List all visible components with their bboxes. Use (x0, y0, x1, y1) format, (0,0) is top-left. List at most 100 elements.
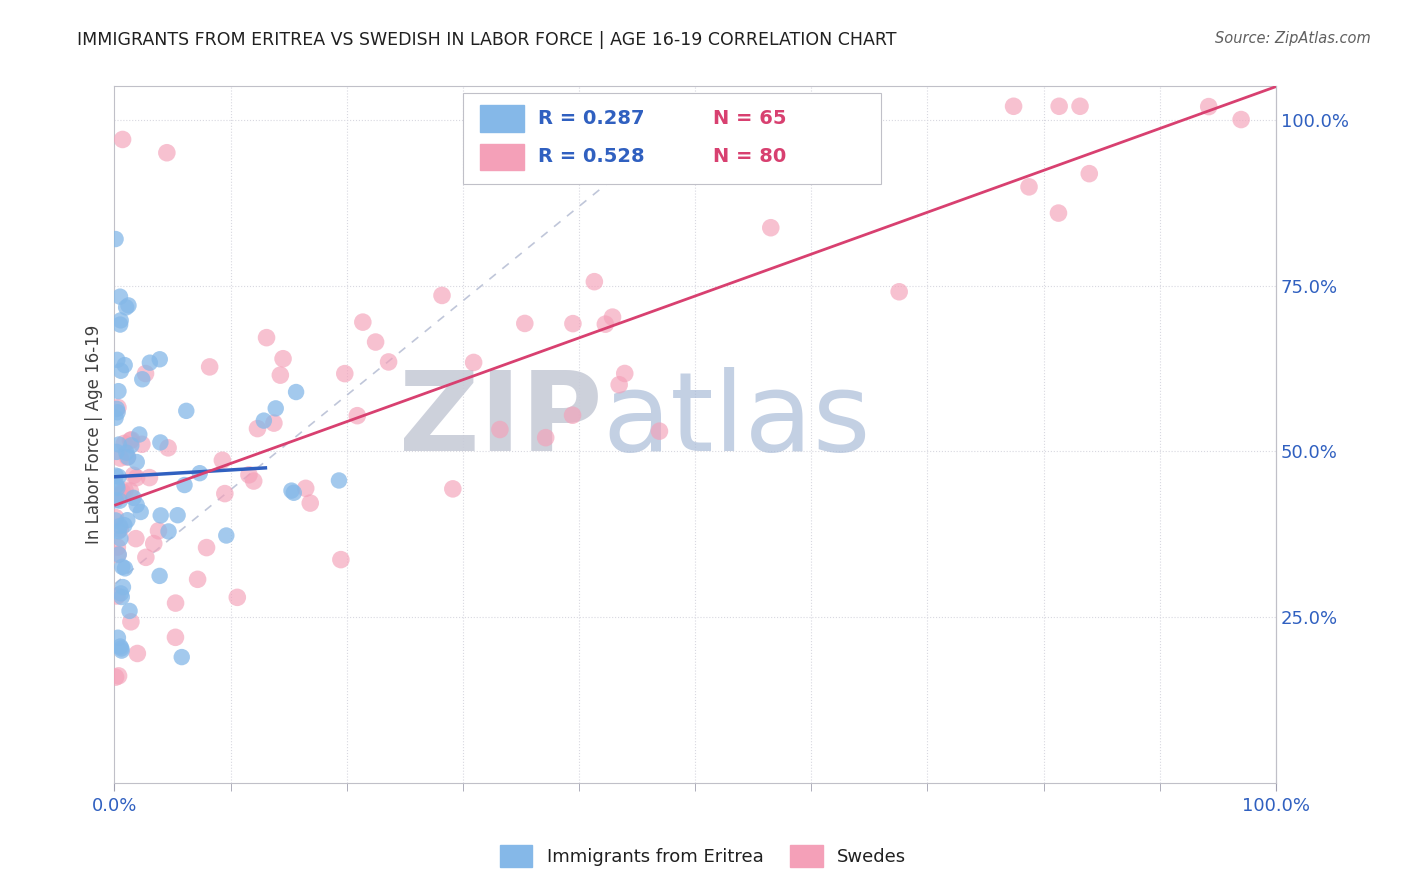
Point (104, 510, 127, 524)
Point (110, 364, 132, 378)
Point (149, 569, 172, 583)
Point (120, 438, 142, 452)
Text: ZIP: ZIP (399, 368, 602, 475)
Point (759, 220, 782, 235)
Point (463, 355, 485, 369)
Point (1047, 99, 1070, 113)
Point (157, 441, 180, 455)
Point (149, 435, 172, 450)
Point (122, 468, 145, 483)
Point (107, 524, 129, 539)
Point (107, 548, 129, 562)
Point (135, 367, 157, 381)
Point (1198, 100, 1220, 114)
Point (165, 630, 187, 644)
Point (111, 132, 134, 146)
Point (108, 519, 131, 533)
Point (110, 451, 132, 466)
Point (170, 650, 193, 665)
Point (328, 474, 350, 488)
Point (135, 550, 157, 565)
Point (364, 334, 387, 349)
Point (264, 401, 287, 416)
Point (139, 356, 162, 370)
Point (108, 437, 131, 451)
Point (111, 580, 134, 594)
Text: R = 0.528: R = 0.528 (538, 147, 645, 166)
Point (107, 481, 129, 495)
Point (346, 409, 368, 423)
Point (104, 513, 127, 527)
Point (110, 488, 132, 502)
Point (226, 591, 249, 605)
Point (156, 145, 179, 160)
Point (105, 540, 128, 554)
Point (157, 524, 180, 539)
Point (430, 288, 453, 302)
Point (165, 596, 187, 610)
Point (329, 552, 352, 566)
Point (607, 377, 630, 392)
Point (513, 317, 536, 331)
Point (269, 368, 291, 383)
Point (110, 641, 132, 656)
Text: R = 0.287: R = 0.287 (538, 109, 645, 128)
Point (117, 513, 139, 527)
Point (115, 301, 138, 315)
Point (105, 489, 128, 503)
Point (120, 434, 142, 448)
Point (117, 450, 139, 464)
Point (107, 401, 129, 415)
Point (294, 481, 316, 495)
Point (557, 149, 579, 163)
Point (148, 524, 170, 538)
Point (195, 541, 218, 555)
Point (120, 615, 142, 629)
Point (110, 522, 132, 536)
Point (131, 372, 153, 386)
Point (110, 313, 132, 327)
Point (299, 496, 322, 510)
Point (138, 470, 160, 484)
Point (112, 518, 135, 533)
Point (561, 317, 583, 331)
Point (107, 548, 129, 562)
Point (110, 640, 132, 654)
Point (104, 232, 127, 246)
Point (441, 482, 464, 496)
Point (242, 474, 264, 488)
Point (108, 318, 131, 332)
Point (105, 445, 128, 459)
Text: N = 65: N = 65 (713, 109, 786, 128)
Point (377, 355, 399, 369)
Point (595, 317, 617, 331)
Point (125, 455, 148, 469)
Point (561, 408, 583, 422)
Point (352, 315, 374, 329)
Point (253, 414, 276, 428)
Point (1078, 167, 1101, 181)
Point (648, 424, 671, 438)
Point (333, 367, 356, 381)
Y-axis label: In Labor Force | Age 16-19: In Labor Force | Age 16-19 (86, 326, 103, 544)
Point (107, 669, 129, 683)
Text: Source: ZipAtlas.com: Source: ZipAtlas.com (1215, 31, 1371, 46)
Bar (481, 105, 524, 132)
Point (131, 437, 153, 451)
Bar (481, 144, 524, 170)
Point (166, 508, 188, 523)
Point (122, 491, 145, 505)
Point (285, 384, 308, 399)
Point (111, 559, 134, 574)
Point (117, 450, 139, 465)
Text: IMMIGRANTS FROM ERITREA VS SWEDISH IN LABOR FORCE | AGE 16-19 CORRELATION CHART: IMMIGRANTS FROM ERITREA VS SWEDISH IN LA… (77, 31, 897, 49)
Point (125, 498, 148, 512)
Point (112, 436, 135, 450)
Point (215, 528, 238, 542)
Point (125, 471, 148, 485)
Point (127, 647, 149, 661)
Point (1047, 206, 1070, 220)
Point (271, 351, 294, 366)
Point (105, 589, 128, 603)
Point (149, 508, 172, 523)
